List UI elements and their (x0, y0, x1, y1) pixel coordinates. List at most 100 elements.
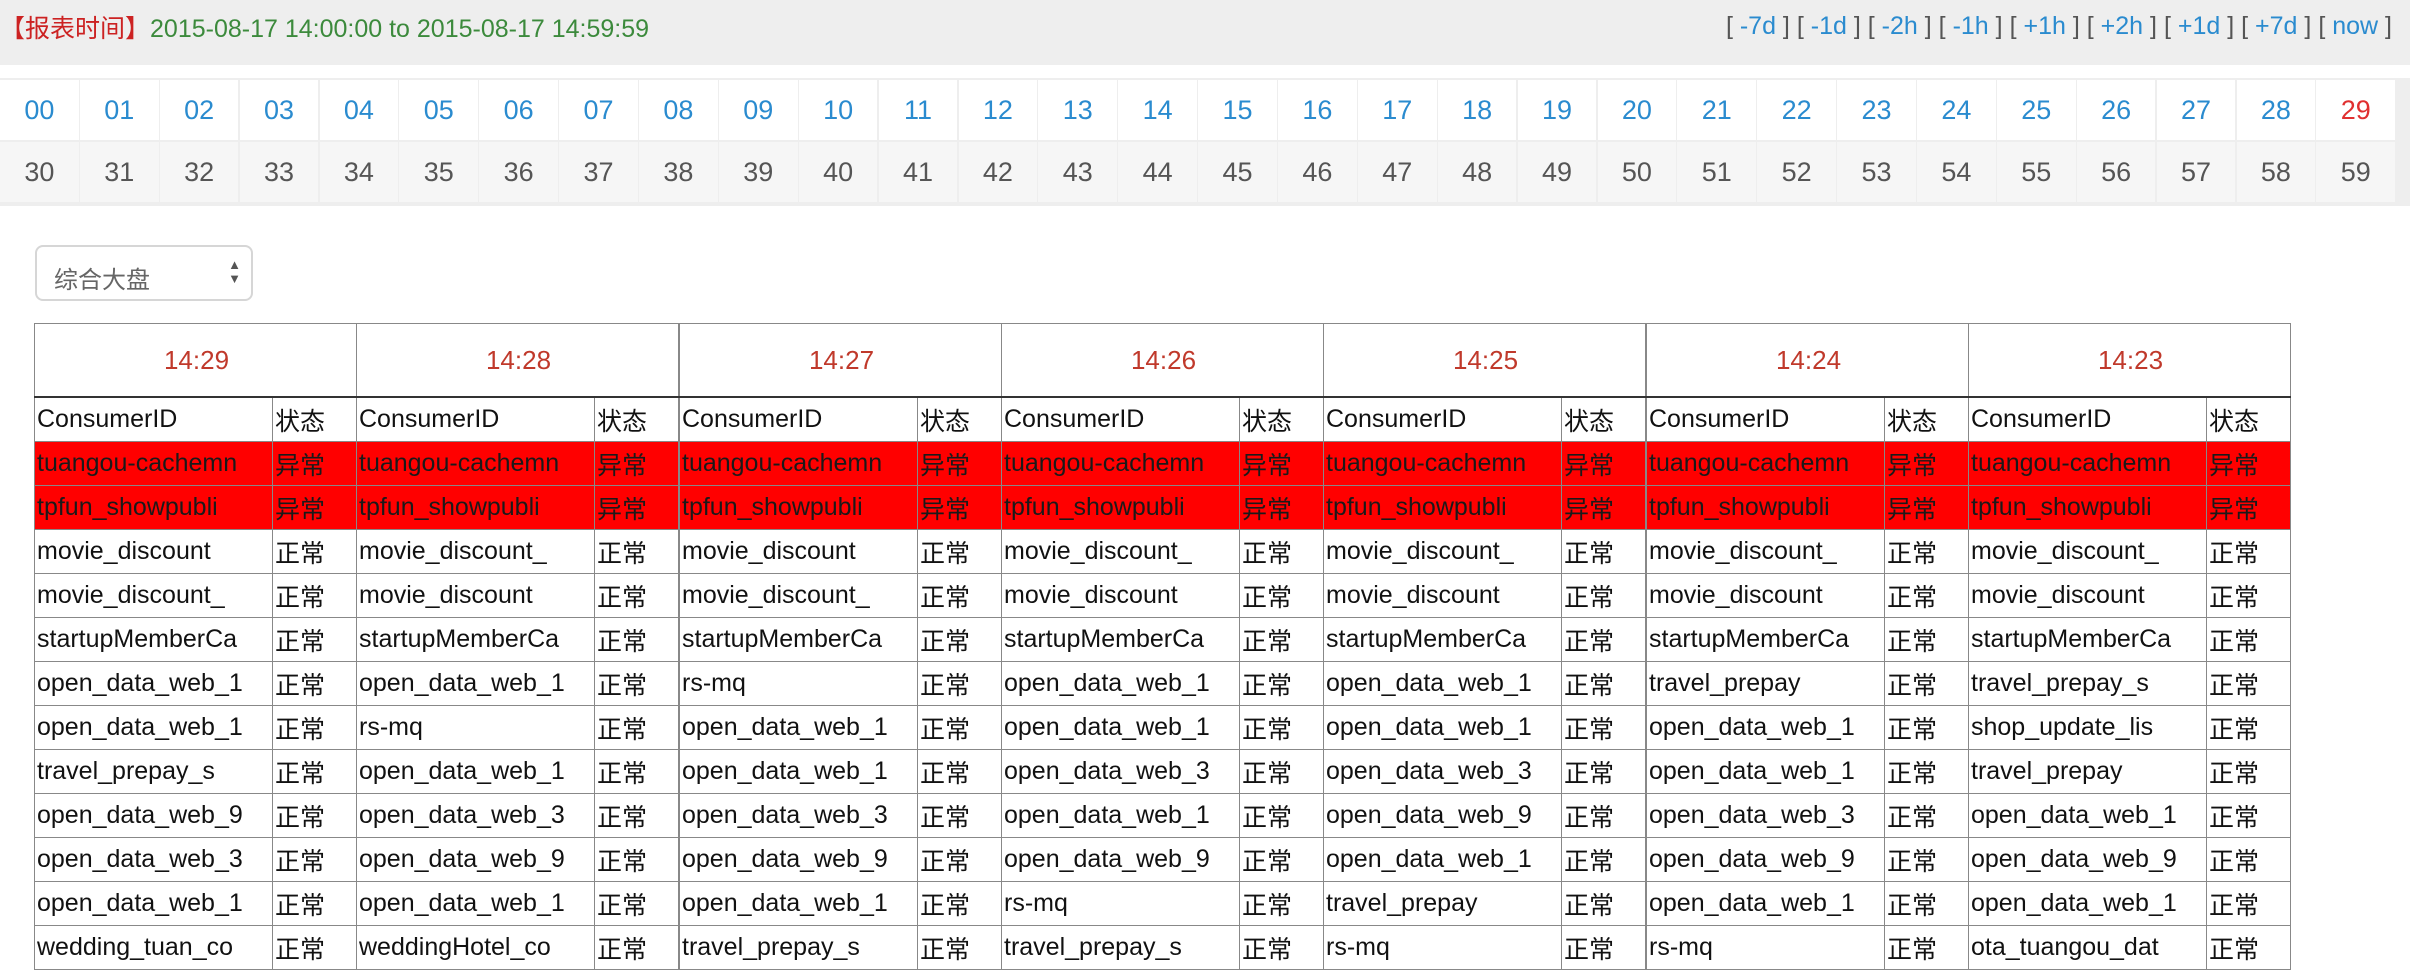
status-link[interactable]: 正常 (916, 573, 1003, 618)
minute-03[interactable]: 03 (239, 80, 319, 140)
status-link[interactable]: 正常 (1883, 661, 1970, 706)
status-link[interactable]: 正常 (593, 793, 680, 838)
minute-24[interactable]: 24 (1917, 80, 1996, 140)
nav-link-plus2h[interactable]: +2h (2100, 12, 2144, 40)
minute-16[interactable]: 16 (1278, 80, 1357, 140)
nav-link-now[interactable]: now (2332, 12, 2379, 40)
status-link[interactable]: 正常 (1238, 837, 1325, 882)
minute-04[interactable]: 04 (319, 80, 399, 140)
status-link[interactable]: 异常 (1560, 441, 1647, 486)
nav-link-minus1h[interactable]: -1h (1952, 12, 1989, 40)
status-link[interactable]: 异常 (1560, 485, 1647, 530)
status-link[interactable]: 正常 (271, 749, 358, 794)
minute-05[interactable]: 05 (399, 80, 479, 140)
status-link[interactable]: 正常 (593, 573, 680, 618)
nav-link-plus1h[interactable]: +1h (2023, 12, 2066, 40)
status-link[interactable]: 正常 (916, 705, 1003, 750)
status-link[interactable]: 正常 (2205, 749, 2292, 794)
status-link[interactable]: 正常 (2205, 617, 2292, 662)
status-link[interactable]: 正常 (1238, 705, 1325, 750)
status-link[interactable]: 正常 (2205, 529, 2292, 574)
status-link[interactable]: 正常 (1560, 529, 1647, 574)
status-link[interactable]: 正常 (1883, 793, 1970, 838)
status-link[interactable]: 正常 (271, 705, 358, 750)
status-link[interactable]: 正常 (1883, 573, 1970, 618)
minute-07[interactable]: 07 (559, 80, 638, 140)
panel-time[interactable]: 14:28 (355, 323, 680, 398)
minute-10[interactable]: 10 (798, 80, 878, 140)
status-link[interactable]: 正常 (1238, 661, 1325, 706)
status-link[interactable]: 正常 (916, 749, 1003, 794)
status-link[interactable]: 正常 (2205, 705, 2292, 750)
status-link[interactable]: 正常 (271, 793, 358, 838)
panel-time[interactable]: 14:25 (1322, 323, 1647, 398)
status-link[interactable]: 正常 (1560, 881, 1647, 926)
status-link[interactable]: 正常 (593, 705, 680, 750)
status-link[interactable]: 正常 (1560, 793, 1647, 838)
status-link[interactable]: 正常 (593, 881, 680, 926)
minute-25[interactable]: 25 (1996, 80, 2076, 140)
status-link[interactable]: 正常 (271, 837, 358, 882)
status-link[interactable]: 正常 (1883, 925, 1970, 970)
status-link[interactable]: 正常 (916, 661, 1003, 706)
status-link[interactable]: 正常 (1560, 617, 1647, 662)
minute-06[interactable]: 06 (479, 80, 558, 140)
status-link[interactable]: 正常 (1238, 925, 1325, 970)
status-link[interactable]: 正常 (1883, 529, 1970, 574)
status-link[interactable]: 正常 (271, 617, 358, 662)
status-link[interactable]: 正常 (1883, 705, 1970, 750)
minute-08[interactable]: 08 (639, 80, 718, 140)
status-link[interactable]: 正常 (2205, 573, 2292, 618)
minute-18[interactable]: 18 (1437, 80, 1517, 140)
minute-01[interactable]: 01 (79, 80, 159, 140)
panel-time[interactable]: 14:24 (1645, 323, 1970, 398)
nav-link-plus1d[interactable]: +1d (2177, 12, 2221, 40)
minute-23[interactable]: 23 (1837, 80, 1916, 140)
status-link[interactable]: 异常 (1883, 485, 1970, 530)
status-link[interactable]: 正常 (1238, 617, 1325, 662)
panel-time[interactable]: 14:26 (1000, 323, 1325, 398)
nav-link-minus7d[interactable]: -7d (1739, 12, 1776, 40)
status-link[interactable]: 正常 (271, 529, 358, 574)
status-link[interactable]: 正常 (1560, 837, 1647, 882)
minute-21[interactable]: 21 (1677, 80, 1757, 140)
status-link[interactable]: 正常 (593, 617, 680, 662)
status-link[interactable]: 正常 (271, 881, 358, 926)
status-link[interactable]: 正常 (2205, 837, 2292, 882)
status-link[interactable]: 正常 (1560, 705, 1647, 750)
minute-29[interactable]: 29 (2316, 80, 2396, 140)
minute-26[interactable]: 26 (2076, 80, 2156, 140)
status-link[interactable]: 正常 (916, 925, 1003, 970)
status-link[interactable]: 正常 (916, 881, 1003, 926)
status-link[interactable]: 正常 (593, 837, 680, 882)
minute-22[interactable]: 22 (1757, 80, 1836, 140)
status-link[interactable]: 正常 (1238, 573, 1325, 618)
minute-15[interactable]: 15 (1198, 80, 1277, 140)
minute-12[interactable]: 12 (958, 80, 1038, 140)
status-link[interactable]: 正常 (271, 661, 358, 706)
status-link[interactable]: 异常 (916, 485, 1003, 530)
dashboard-select[interactable]: 综合大盘 ▲ ▼ (35, 245, 253, 301)
status-link[interactable]: 正常 (2205, 793, 2292, 838)
status-link[interactable]: 正常 (271, 573, 358, 618)
minute-20[interactable]: 20 (1597, 80, 1677, 140)
status-link[interactable]: 异常 (2205, 441, 2292, 486)
minute-00[interactable]: 00 (0, 80, 79, 140)
status-link[interactable]: 异常 (593, 441, 680, 486)
minute-28[interactable]: 28 (2236, 80, 2316, 140)
status-link[interactable]: 正常 (271, 925, 358, 970)
status-link[interactable]: 正常 (593, 529, 680, 574)
status-link[interactable]: 正常 (2205, 881, 2292, 926)
status-link[interactable]: 正常 (1560, 573, 1647, 618)
status-link[interactable]: 正常 (2205, 661, 2292, 706)
minute-27[interactable]: 27 (2156, 80, 2236, 140)
status-link[interactable]: 正常 (916, 793, 1003, 838)
panel-time[interactable]: 14:27 (678, 323, 1003, 398)
nav-link-minus1d[interactable]: -1d (1810, 12, 1847, 40)
status-link[interactable]: 正常 (916, 529, 1003, 574)
status-link[interactable]: 正常 (1238, 749, 1325, 794)
status-link[interactable]: 正常 (1238, 529, 1325, 574)
minute-13[interactable]: 13 (1038, 80, 1118, 140)
status-link[interactable]: 异常 (271, 441, 358, 486)
minute-02[interactable]: 02 (159, 80, 239, 140)
